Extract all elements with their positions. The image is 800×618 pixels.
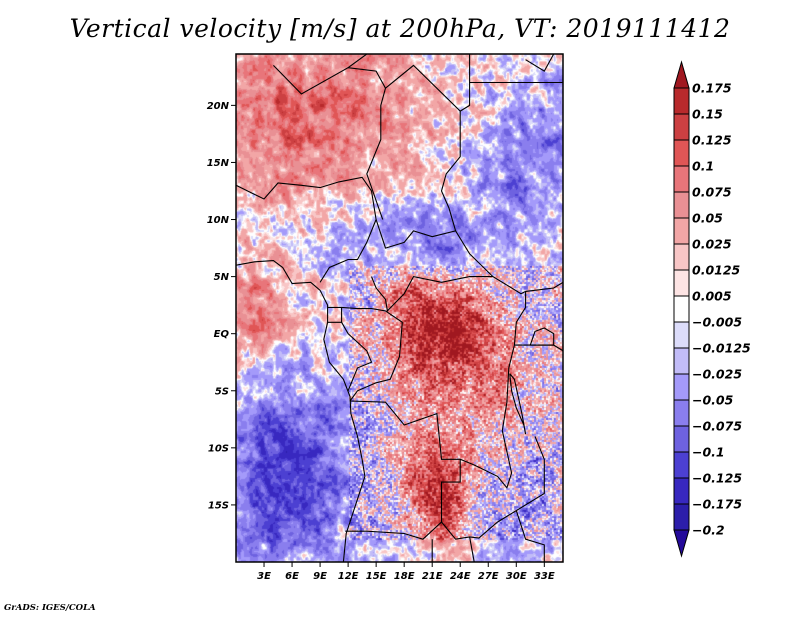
- colorbar-box: [673, 399, 690, 427]
- y-tick-label: 10N: [207, 215, 230, 226]
- colorbar-label: −0.075: [692, 419, 742, 434]
- colorbar-box: [673, 425, 690, 453]
- colorbar-label: 0.0125: [692, 263, 741, 278]
- y-tick-label: 5N: [214, 272, 230, 283]
- colorbar-label: −0.1: [692, 445, 725, 460]
- colorbar-box: [673, 373, 690, 401]
- border-line: [327, 307, 343, 323]
- colorbar-label: 0.005: [692, 289, 732, 304]
- y-tick-label: 15N: [207, 158, 230, 169]
- colorbar-label: 0.125: [692, 133, 732, 148]
- colorbar-label: 0.025: [692, 237, 732, 252]
- y-tick-label: 5S: [215, 386, 229, 397]
- colorbar-label: −0.2: [692, 523, 725, 538]
- chart-title: Vertical velocity [m/s] at 200hPa, VT: 2…: [69, 14, 731, 43]
- border-line: [459, 291, 527, 489]
- border-line: [459, 81, 563, 112]
- border-line: [509, 373, 527, 435]
- colorbar-lower-extend: [673, 529, 690, 558]
- x-tick-label: 18E: [394, 571, 415, 582]
- colorbar-label: 0.1: [692, 159, 714, 174]
- colorbar-box: [673, 191, 690, 219]
- colorbar-upper-extend: [673, 60, 690, 89]
- colorbar-box: [673, 321, 690, 349]
- border-line: [469, 536, 475, 562]
- colorbar-label: −0.025: [692, 367, 742, 382]
- colorbar-box: [673, 165, 690, 193]
- x-tick-label: 6E: [285, 571, 299, 582]
- colorbar: 0.175 0.15 0.125 0.1 0.075 0.05 0.025 0.0125 0.0…: [673, 60, 751, 558]
- border-line: [349, 310, 403, 402]
- x-tick-label: 12E: [338, 571, 359, 582]
- colorbar-box: [673, 217, 690, 245]
- colorbar-box: [673, 451, 690, 479]
- colorbar-label: −0.005: [692, 315, 742, 330]
- y-axis: 20N 15N 10N 5N EQ 5S 10S 15S: [207, 101, 236, 511]
- colorbar-box: [673, 347, 690, 375]
- x-tick-label: 21E: [422, 571, 443, 582]
- border-line: [525, 54, 555, 72]
- x-tick-label: 27E: [478, 571, 499, 582]
- colorbar-box: [673, 295, 690, 323]
- x-tick-label: 9E: [313, 571, 327, 582]
- border-line: [514, 344, 563, 352]
- x-tick-label: 33E: [534, 571, 555, 582]
- border-line: [370, 275, 493, 313]
- border-line: [345, 400, 461, 540]
- colorbar-label: 0.175: [692, 81, 732, 96]
- colorbar-box: [673, 139, 690, 167]
- colorbar-label: 0.075: [692, 185, 732, 200]
- x-tick-label: 15E: [366, 571, 387, 582]
- border-line: [515, 510, 545, 562]
- country-borders: [236, 54, 563, 562]
- x-tick-label: 30E: [506, 571, 527, 582]
- x-tick-label: 24E: [450, 571, 471, 582]
- border-line: [236, 260, 366, 562]
- border-line: [385, 64, 461, 232]
- border-line: [236, 176, 377, 283]
- colorbar-box: [673, 269, 690, 297]
- colorbar-label: −0.175: [692, 497, 742, 512]
- border-line: [441, 436, 545, 540]
- colorbar-label: −0.125: [692, 471, 742, 486]
- grads-credit: GrADS: IGES/COLA: [4, 603, 96, 613]
- y-tick-label: 10S: [208, 443, 229, 454]
- border-line: [327, 306, 386, 312]
- y-tick-label: 15S: [208, 500, 229, 511]
- border-line: [529, 327, 555, 346]
- colorbar-label: −0.0125: [692, 341, 751, 356]
- border-line: [273, 65, 387, 220]
- border-line: [375, 219, 563, 295]
- colorbar-box: [673, 243, 690, 271]
- map-frame: [235, 53, 564, 563]
- colorbar-box: [673, 87, 690, 115]
- x-axis: 3E 6E 9E 12E 15E 18E 21E 24E 27E 30E 33E: [257, 562, 555, 582]
- colorbar-box: [673, 477, 690, 505]
- y-tick-label: EQ: [214, 329, 230, 340]
- colorbar-label: 0.05: [692, 211, 723, 226]
- x-tick-label: 3E: [257, 571, 271, 582]
- border-line: [341, 322, 373, 392]
- vertical-velocity-field: [236, 54, 563, 562]
- colorbar-box: [673, 113, 690, 141]
- colorbar-label: −0.05: [692, 393, 734, 408]
- y-tick-label: 20N: [207, 101, 230, 112]
- border-line: [347, 54, 368, 69]
- colorbar-box: [673, 503, 690, 531]
- colorbar-label: 0.15: [692, 107, 723, 122]
